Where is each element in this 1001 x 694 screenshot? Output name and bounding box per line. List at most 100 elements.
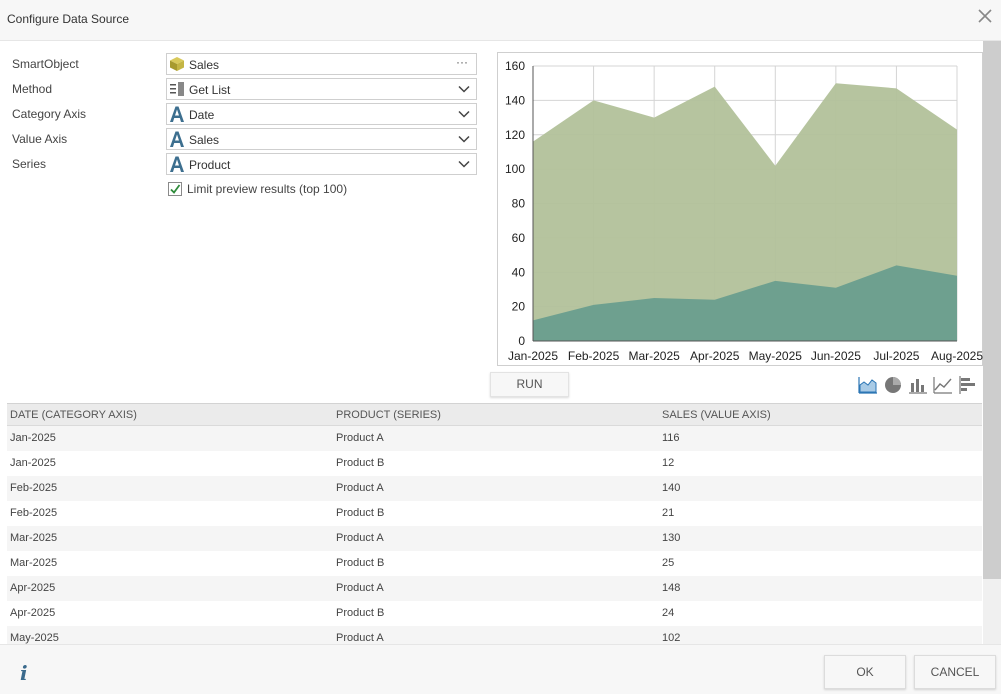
series-select[interactable]: Product (166, 153, 477, 175)
line-chart-icon[interactable] (933, 375, 953, 395)
chevron-down-icon[interactable] (458, 108, 470, 120)
y-tick-label: 60 (512, 231, 526, 245)
close-icon[interactable] (977, 8, 993, 24)
table-row[interactable]: Apr-2025 Product B 24 (7, 601, 982, 626)
series-area-0 (533, 83, 957, 341)
cell-date: May-2025 (10, 632, 59, 644)
chevron-down-icon[interactable] (458, 83, 470, 95)
value-axis-value: Sales (189, 133, 220, 147)
smartobject-value: Sales (189, 58, 220, 72)
grid-header-product[interactable]: PRODUCT (SERIES) (336, 409, 441, 421)
table-row[interactable]: Jan-2025 Product A 116 (7, 426, 982, 451)
y-tick-label: 100 (505, 162, 525, 176)
area-chart-icon[interactable] (858, 375, 878, 395)
series-area-1 (533, 265, 957, 341)
table-row[interactable]: Mar-2025 Product A 130 (7, 526, 982, 551)
smartobject-label: SmartObject (12, 57, 79, 71)
scrollbar-thumb[interactable] (983, 41, 1001, 579)
cell-date: Mar-2025 (10, 532, 58, 544)
x-tick-label: Feb-2025 (568, 349, 620, 363)
column-chart-icon[interactable] (908, 375, 928, 395)
pie-chart-icon[interactable] (883, 375, 903, 395)
x-tick-label: May-2025 (749, 349, 803, 363)
cell-date: Apr-2025 (10, 607, 56, 619)
cell-sales: 24 (662, 607, 675, 619)
preview-data-grid: DATE (CATEGORY AXIS) PRODUCT (SERIES) SA… (7, 403, 982, 644)
cell-product: Product A (336, 432, 384, 444)
category-axis-value: Date (189, 108, 215, 122)
cell-date: Feb-2025 (10, 482, 58, 494)
cell-product: Product A (336, 532, 384, 544)
ok-button[interactable]: OK (824, 655, 906, 689)
run-button[interactable]: RUN (490, 372, 569, 397)
chart-preview: 0 20 40 60 80 100 120 140 160 Jan-2025 Feb-2025 Mar… (497, 52, 983, 366)
area-chart: 0 20 40 60 80 100 120 140 160 Jan-2025 Feb-2025 Mar… (505, 59, 983, 363)
y-tick-label: 40 (512, 265, 526, 279)
method-select[interactable]: Get List (166, 78, 477, 100)
table-row[interactable]: Mar-2025 Product B 25 (7, 551, 982, 576)
cell-sales: 116 (662, 432, 680, 444)
method-list-icon (170, 82, 184, 96)
table-row[interactable]: Feb-2025 Product A 140 (7, 476, 982, 501)
y-tick-label: 140 (505, 93, 525, 107)
limit-preview-checkbox[interactable] (168, 182, 182, 196)
cell-product: Product B (336, 507, 385, 519)
category-axis-select[interactable]: Date (166, 103, 477, 125)
series-label: Series (12, 157, 47, 171)
table-row[interactable]: Apr-2025 Product A 148 (7, 576, 982, 601)
ellipsis-icon[interactable]: ··· (456, 55, 468, 69)
dialog-titlebar: Configure Data Source (0, 0, 1001, 41)
chart-type-toolbar (858, 375, 978, 395)
grid-header-date[interactable]: DATE (CATEGORY AXIS) (10, 409, 137, 421)
cancel-button[interactable]: CANCEL (914, 655, 996, 689)
value-axis-select[interactable]: Sales (166, 128, 477, 150)
x-tick-label: Mar-2025 (628, 349, 680, 363)
x-tick-label: Jan-2025 (508, 349, 558, 363)
limit-preview-label: Limit preview results (top 100) (187, 182, 348, 196)
cell-sales: 130 (662, 532, 681, 544)
x-tick-label: Jun-2025 (811, 349, 861, 363)
dialog-title: Configure Data Source (7, 12, 130, 26)
method-value: Get List (189, 83, 231, 97)
cell-product: Product B (336, 607, 385, 619)
cell-product: Product B (336, 557, 385, 569)
checkmark-icon (170, 184, 181, 194)
y-tick-label: 120 (505, 128, 525, 142)
cell-sales: 21 (662, 507, 675, 519)
cell-product: Product A (336, 582, 384, 594)
table-row[interactable]: May-2025 Product A 102 (7, 626, 982, 644)
cell-sales: 148 (662, 582, 681, 594)
cell-date: Feb-2025 (10, 507, 58, 519)
dialog-footer: i OK CANCEL (0, 644, 1001, 694)
chevron-down-icon[interactable] (458, 158, 470, 170)
x-tick-label: Aug-2025 (931, 349, 983, 363)
cell-product: Product A (336, 482, 384, 494)
method-label: Method (12, 82, 53, 96)
category-axis-label: Category Axis (12, 107, 87, 121)
table-row[interactable]: Jan-2025 Product B 12 (7, 451, 982, 476)
cell-product: Product A (336, 632, 384, 644)
y-tick-label: 80 (512, 197, 526, 211)
cell-date: Mar-2025 (10, 557, 58, 569)
chevron-down-icon[interactable] (458, 133, 470, 145)
value-axis-label: Value Axis (12, 132, 68, 146)
y-tick-label: 0 (518, 334, 525, 348)
cell-sales: 140 (662, 482, 681, 494)
cell-product: Product B (336, 457, 385, 469)
smartobject-cube-icon (170, 57, 184, 71)
text-type-icon (170, 156, 184, 172)
y-tick-label: 160 (505, 59, 525, 73)
table-row[interactable]: Feb-2025 Product B 21 (7, 501, 982, 526)
text-type-icon (170, 106, 184, 122)
y-tick-label: 20 (512, 300, 526, 314)
vertical-scrollbar[interactable] (983, 41, 1001, 644)
cell-date: Jan-2025 (10, 432, 56, 444)
bar-chart-icon[interactable] (958, 375, 978, 395)
info-icon[interactable]: i (20, 661, 28, 685)
series-value: Product (189, 158, 231, 172)
smartobject-picker[interactable]: Sales ··· (166, 53, 477, 75)
x-tick-label: Apr-2025 (690, 349, 740, 363)
cell-sales: 102 (662, 632, 681, 644)
grid-header-sales[interactable]: SALES (VALUE AXIS) (662, 409, 771, 421)
cell-sales: 12 (662, 457, 675, 469)
